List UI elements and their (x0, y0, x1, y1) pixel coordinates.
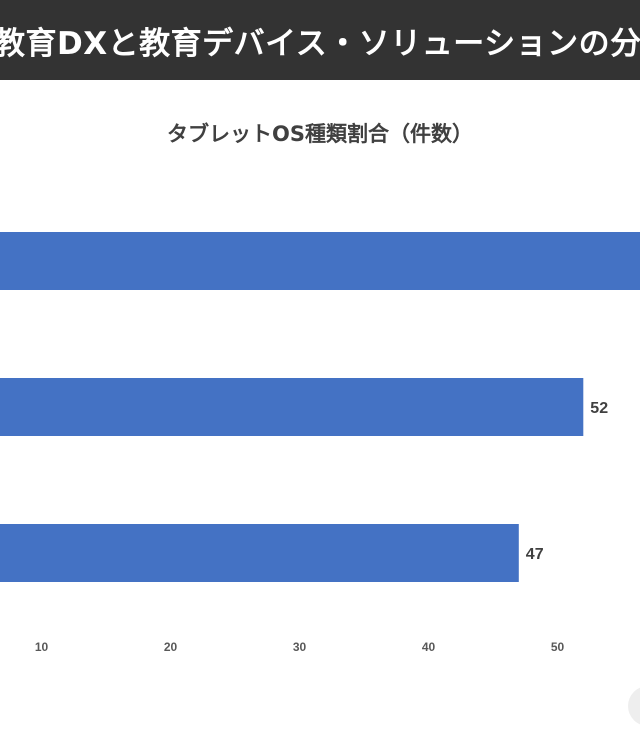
header-banner: 教育DXと教育デバイス・ソリューションの分 (0, 0, 640, 80)
bar-2 (0, 378, 584, 436)
x-tick-label: 50 (551, 640, 565, 654)
data-label-3: 47 (526, 546, 544, 563)
chart-title: タブレットOS種類割合（件数） (167, 122, 473, 146)
x-tick-label: 20 (164, 640, 178, 654)
x-tick-label: 30 (293, 640, 307, 654)
circle-button[interactable] (628, 686, 640, 726)
x-tick-label: 10 (35, 640, 49, 654)
x-tick-label: 40 (422, 640, 436, 654)
data-label-2: 52 (590, 400, 608, 417)
banner-title: 教育DXと教育デバイス・ソリューションの分 (0, 26, 640, 62)
bar-1 (0, 232, 640, 290)
bar-3 (0, 524, 519, 582)
